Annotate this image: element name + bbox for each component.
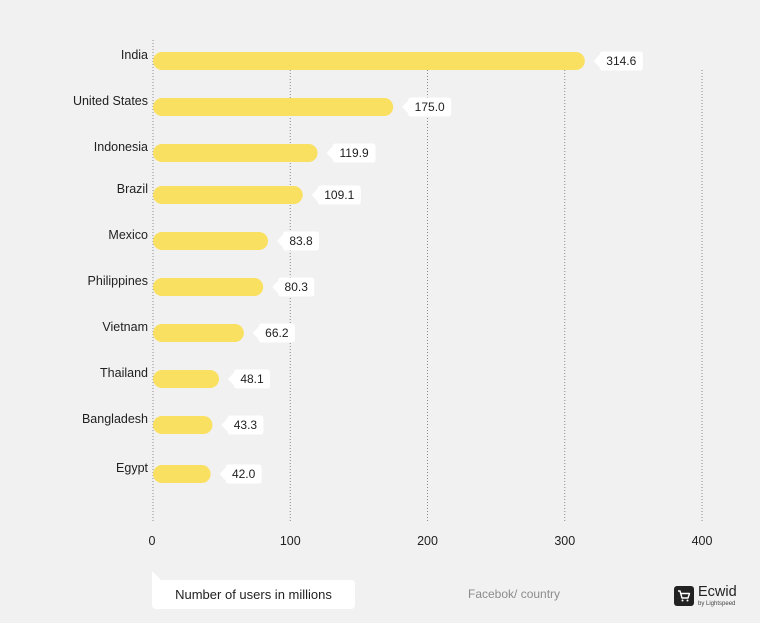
bar <box>153 186 303 204</box>
x-tick-label: 300 <box>554 534 575 548</box>
value-label: 109.1 <box>324 188 354 202</box>
category-label: United States <box>73 94 148 108</box>
value-bubble <box>219 464 262 484</box>
x-tick-label: 0 <box>149 534 156 548</box>
category-label: Egypt <box>116 461 148 475</box>
bar <box>153 278 264 296</box>
brand-name: Ecwid <box>698 584 737 600</box>
value-bubble <box>272 277 315 297</box>
value-bubble <box>221 415 264 435</box>
bar <box>153 324 244 342</box>
bar <box>153 52 585 70</box>
category-label: Mexico <box>108 228 148 242</box>
category-label: Brazil <box>117 182 148 196</box>
category-label: Philippines <box>88 274 148 288</box>
value-label: 175.0 <box>415 100 445 114</box>
value-label: 43.3 <box>234 418 258 432</box>
value-label: 119.9 <box>339 146 368 160</box>
brand-subtitle: by Lightspeed <box>698 600 736 607</box>
bar <box>153 465 211 483</box>
brand-logo: Ecwid by Lightspeed <box>674 585 737 607</box>
value-label: 48.1 <box>240 372 264 386</box>
value-bubble <box>593 51 643 71</box>
value-label: 42.0 <box>232 467 256 481</box>
axis-caption: Number of users in millions <box>152 580 355 609</box>
bar <box>153 416 213 434</box>
value-bubble <box>326 143 376 163</box>
cart-icon <box>674 585 694 606</box>
category-label: Thailand <box>100 366 148 380</box>
category-label: Bangladesh <box>82 412 148 426</box>
bar <box>153 98 394 116</box>
source-note: Facebok/ country <box>468 587 561 601</box>
bar <box>153 370 220 388</box>
value-label: 83.8 <box>289 234 313 248</box>
bar <box>153 144 318 162</box>
x-tick-label: 400 <box>692 534 713 548</box>
value-label: 66.2 <box>265 326 289 340</box>
value-bubble <box>402 97 452 117</box>
bar <box>153 232 269 250</box>
x-tick-label: 200 <box>417 534 438 548</box>
category-label: Indonesia <box>94 140 148 154</box>
caption-notch <box>152 571 161 580</box>
value-bubble <box>311 185 361 205</box>
value-bubble <box>228 369 271 389</box>
x-tick-label: 100 <box>280 534 301 548</box>
category-label: Vietnam <box>102 320 148 334</box>
category-label: India <box>121 48 148 62</box>
value-bubble <box>252 323 295 343</box>
value-label: 80.3 <box>285 280 309 294</box>
value-label: 314.6 <box>606 54 636 68</box>
value-bubble <box>277 231 320 251</box>
